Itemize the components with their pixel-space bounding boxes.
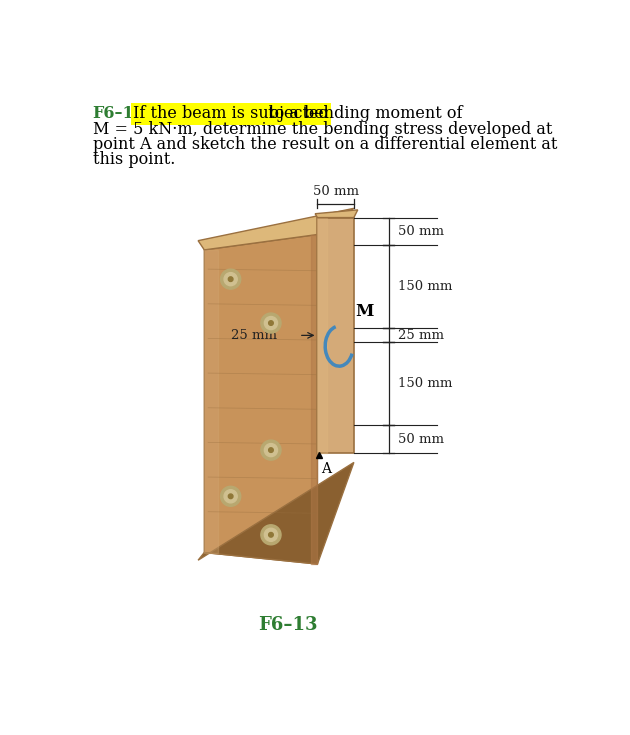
Text: 50 mm: 50 mm xyxy=(398,225,444,238)
Text: 150 mm: 150 mm xyxy=(398,280,452,293)
Circle shape xyxy=(265,443,278,456)
Circle shape xyxy=(224,273,238,286)
Text: M: M xyxy=(355,303,374,320)
Text: 50 mm: 50 mm xyxy=(312,184,358,198)
Text: 50 mm: 50 mm xyxy=(398,433,444,446)
Text: this point.: this point. xyxy=(93,151,175,168)
Circle shape xyxy=(224,490,238,503)
Circle shape xyxy=(228,494,233,498)
Polygon shape xyxy=(318,218,354,453)
Circle shape xyxy=(268,448,273,453)
Text: to a bending moment of: to a bending moment of xyxy=(263,105,462,122)
Text: F6–13.: F6–13. xyxy=(93,105,151,122)
Circle shape xyxy=(261,313,281,333)
Text: A: A xyxy=(321,462,331,476)
Polygon shape xyxy=(315,210,358,218)
Circle shape xyxy=(220,269,241,289)
Text: If the beam is subjected: If the beam is subjected xyxy=(133,105,329,122)
Text: 25 mm: 25 mm xyxy=(398,329,444,342)
Text: 25 mm: 25 mm xyxy=(231,329,277,342)
Text: point A and sketch the result on a differential element at: point A and sketch the result on a diffe… xyxy=(93,136,557,153)
Circle shape xyxy=(220,487,241,506)
Text: F6–13: F6–13 xyxy=(258,616,318,634)
Polygon shape xyxy=(204,234,318,564)
Polygon shape xyxy=(198,462,354,564)
Circle shape xyxy=(265,528,278,542)
Circle shape xyxy=(268,320,273,326)
Text: 150 mm: 150 mm xyxy=(398,377,452,390)
Circle shape xyxy=(261,440,281,460)
Circle shape xyxy=(228,277,233,282)
Polygon shape xyxy=(198,208,354,250)
Circle shape xyxy=(261,525,281,545)
Circle shape xyxy=(265,317,278,329)
Circle shape xyxy=(268,532,273,537)
Text: M = 5 kN·m, determine the bending stress developed at: M = 5 kN·m, determine the bending stress… xyxy=(93,121,552,137)
